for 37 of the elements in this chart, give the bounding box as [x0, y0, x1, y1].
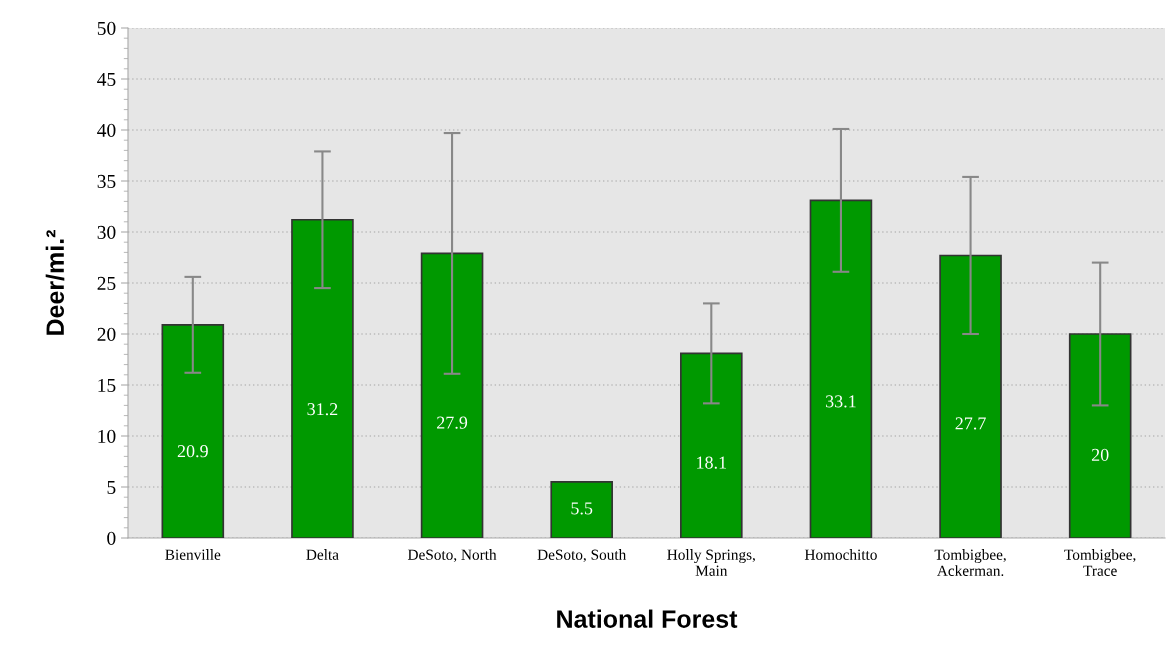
- y-axis-title: Deer/mi.²: [45, 230, 65, 335]
- data-label: 5.5: [571, 502, 593, 515]
- bar: [420, 252, 484, 538]
- bar: [809, 199, 873, 538]
- bar: [1068, 333, 1132, 538]
- y-tick-label: 10: [98, 429, 116, 443]
- data-label: 33.1: [826, 395, 856, 408]
- y-tick-label: 30: [97, 225, 116, 239]
- y-tick-label: 15: [98, 378, 116, 392]
- x-axis-title: National Forest: [557, 609, 738, 628]
- x-tick-label: Tombigbee, Ackerman.: [934, 549, 1006, 576]
- y-tick-label: 20: [97, 327, 116, 341]
- y-tick-label: 40: [97, 123, 116, 137]
- data-label: 31.2: [307, 403, 338, 416]
- x-tick-label: Holly Springs, Main: [667, 549, 755, 576]
- data-label: 27.9: [437, 416, 468, 429]
- x-tick-label: Tombigbee, Trace: [1064, 549, 1136, 576]
- data-label: 27.7: [955, 417, 986, 430]
- bar: [161, 323, 225, 538]
- x-tick-label: Delta: [306, 549, 339, 560]
- bar: [680, 352, 743, 538]
- y-tick-label: 0: [107, 531, 116, 545]
- y-tick-label: 35: [97, 174, 116, 188]
- x-tick-label: Bienville: [165, 549, 221, 560]
- data-label: 20: [1091, 448, 1109, 461]
- x-tick-label: DeSoto, South: [537, 549, 627, 563]
- y-tick-label: 5: [107, 481, 116, 494]
- bar: [291, 218, 354, 538]
- y-tick-label: 45: [97, 72, 116, 86]
- y-tick-label: 50: [97, 21, 116, 35]
- x-tick-label: Homochitto: [804, 549, 877, 560]
- data-label: 20.9: [177, 445, 208, 458]
- bar: [939, 254, 1002, 538]
- x-tick-label: DeSoto, North: [407, 549, 497, 563]
- bar: [550, 481, 613, 538]
- y-tick-label: 25: [97, 276, 116, 290]
- data-label: 18.1: [697, 456, 727, 469]
